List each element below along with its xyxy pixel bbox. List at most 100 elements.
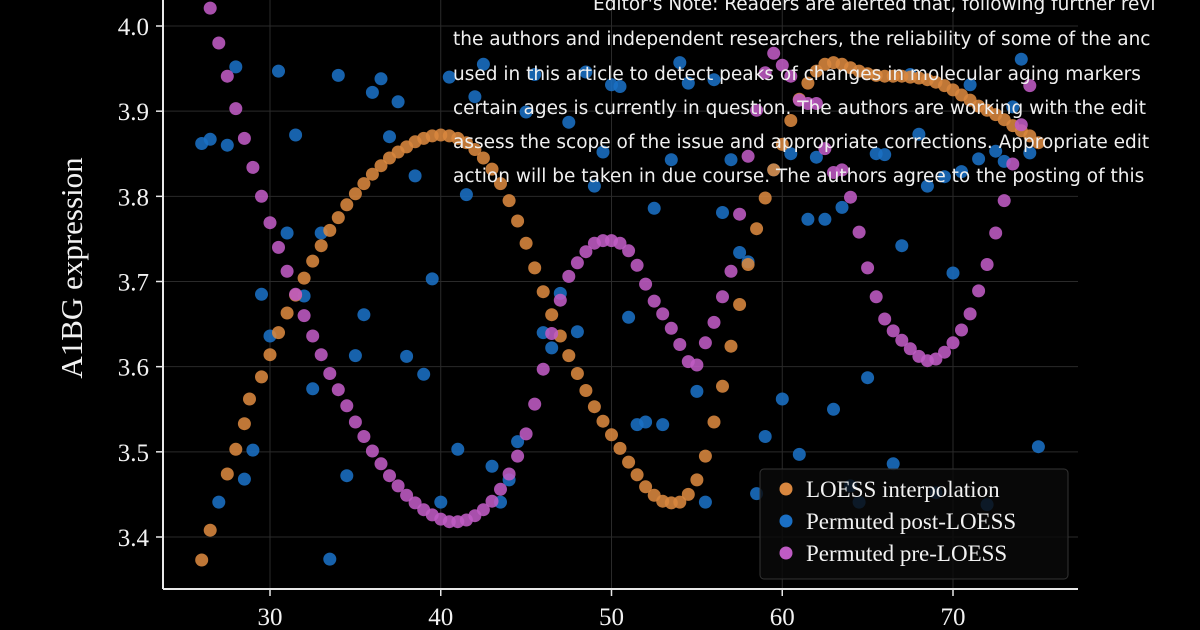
loess-point [681, 487, 695, 501]
loess-point [673, 495, 687, 509]
post-loess-point [306, 382, 320, 396]
post-loess-point [920, 179, 934, 193]
post-loess-point [280, 226, 294, 240]
post-loess-point [408, 169, 422, 183]
loess-point [255, 370, 268, 384]
post-loess-point [698, 495, 712, 509]
post-loess-point [468, 90, 482, 104]
loess-point [758, 191, 772, 205]
loess-point [536, 285, 550, 299]
loess-point [374, 159, 388, 173]
pre-loess-point [579, 245, 593, 259]
pre-loess-point [767, 46, 781, 60]
post-loess-point [707, 73, 721, 87]
loess-point [357, 177, 371, 191]
note-line-5: assess the scope of the issue and approp… [453, 132, 1149, 153]
pre-loess-point [835, 163, 849, 177]
note-line-1: Editor's Note: Readers are alerted that,… [593, 0, 1156, 15]
pre-loess-point [365, 444, 379, 458]
loess-point [562, 349, 576, 363]
post-loess-point [365, 85, 379, 99]
pre-loess-point [656, 307, 670, 321]
pre-loess-point [272, 240, 285, 254]
loess-point [750, 222, 764, 236]
post-loess-point [357, 308, 371, 322]
loess-point [331, 211, 345, 225]
loess-point [733, 298, 747, 311]
pre-loess-point [673, 338, 687, 351]
post-loess-point [733, 246, 747, 259]
pre-loess-point [861, 261, 875, 275]
pre-loess-point [357, 430, 371, 443]
pre-loess-point [903, 342, 917, 356]
loess-point [229, 442, 243, 456]
legend-box [759, 468, 1069, 580]
post-loess-point [758, 430, 772, 443]
pre-loess-point [716, 290, 729, 304]
pre-loess-point [331, 383, 345, 397]
post-loess-point [442, 70, 456, 84]
pre-loess-point [775, 58, 789, 72]
post-loess-point [391, 95, 405, 109]
post-loess-point [878, 148, 892, 162]
pre-loess-point [246, 160, 260, 174]
loess-point [314, 239, 328, 253]
pre-loess-point [391, 479, 405, 493]
post-loess-point [272, 64, 285, 78]
post-loess-point [417, 367, 431, 381]
post-loess-point [886, 457, 900, 471]
legend-marker-pre [779, 546, 793, 560]
pre-loess-point [630, 258, 644, 272]
pre-loess-point [869, 290, 883, 304]
post-loess-point [587, 179, 601, 193]
post-loess-point [340, 469, 354, 483]
pre-loess-point [255, 189, 268, 203]
pre-loess-point [280, 264, 294, 278]
loess-point [297, 271, 311, 285]
post-loess-point [451, 442, 465, 456]
note-line-3: used in this article to detect peaks of … [453, 64, 1141, 85]
post-loess-point [989, 144, 1003, 158]
loess-point [365, 167, 379, 181]
x-tick-label: 50 [599, 604, 624, 630]
post-loess-point [664, 153, 678, 167]
post-loess-point [946, 266, 960, 280]
loess-point [306, 254, 320, 268]
pre-loess-point [963, 307, 977, 321]
pre-loess-point [733, 207, 747, 221]
loess-point [716, 379, 729, 393]
loess-point [272, 326, 285, 340]
post-loess-point [459, 188, 473, 202]
post-loess-point [519, 105, 533, 119]
pre-loess-point [946, 336, 960, 350]
pre-loess-point [502, 467, 516, 481]
x-tick-label: 40 [428, 604, 453, 630]
post-loess-point [579, 65, 593, 79]
pre-loess-point [562, 269, 576, 283]
legend-label-pre: Permuted pre-LOESS [806, 541, 1007, 566]
x-tick-label: 60 [770, 604, 795, 630]
loess-point [622, 455, 636, 469]
post-loess-point [237, 472, 251, 486]
post-loess-point [784, 147, 798, 161]
y-tick-label: 3.9 [118, 99, 149, 126]
pre-loess-point [545, 327, 559, 340]
pre-loess-point [955, 323, 968, 337]
pre-loess-point [724, 264, 738, 278]
loess-point [741, 258, 755, 271]
post-loess-point [229, 60, 243, 74]
post-loess-point [1031, 440, 1045, 454]
post-loess-point [289, 128, 303, 142]
pre-loess-point [212, 36, 226, 50]
pre-loess-point [690, 358, 704, 372]
post-loess-point [938, 170, 951, 184]
post-loess-point [690, 384, 704, 398]
post-loess-point [792, 447, 806, 461]
loess-point [280, 306, 294, 320]
pre-loess-point [494, 482, 507, 496]
pre-loess-point [989, 226, 1003, 240]
pre-loess-point [289, 287, 303, 301]
note-line-4: certain ages is currently in question. T… [453, 98, 1146, 119]
loess-point [494, 177, 507, 191]
